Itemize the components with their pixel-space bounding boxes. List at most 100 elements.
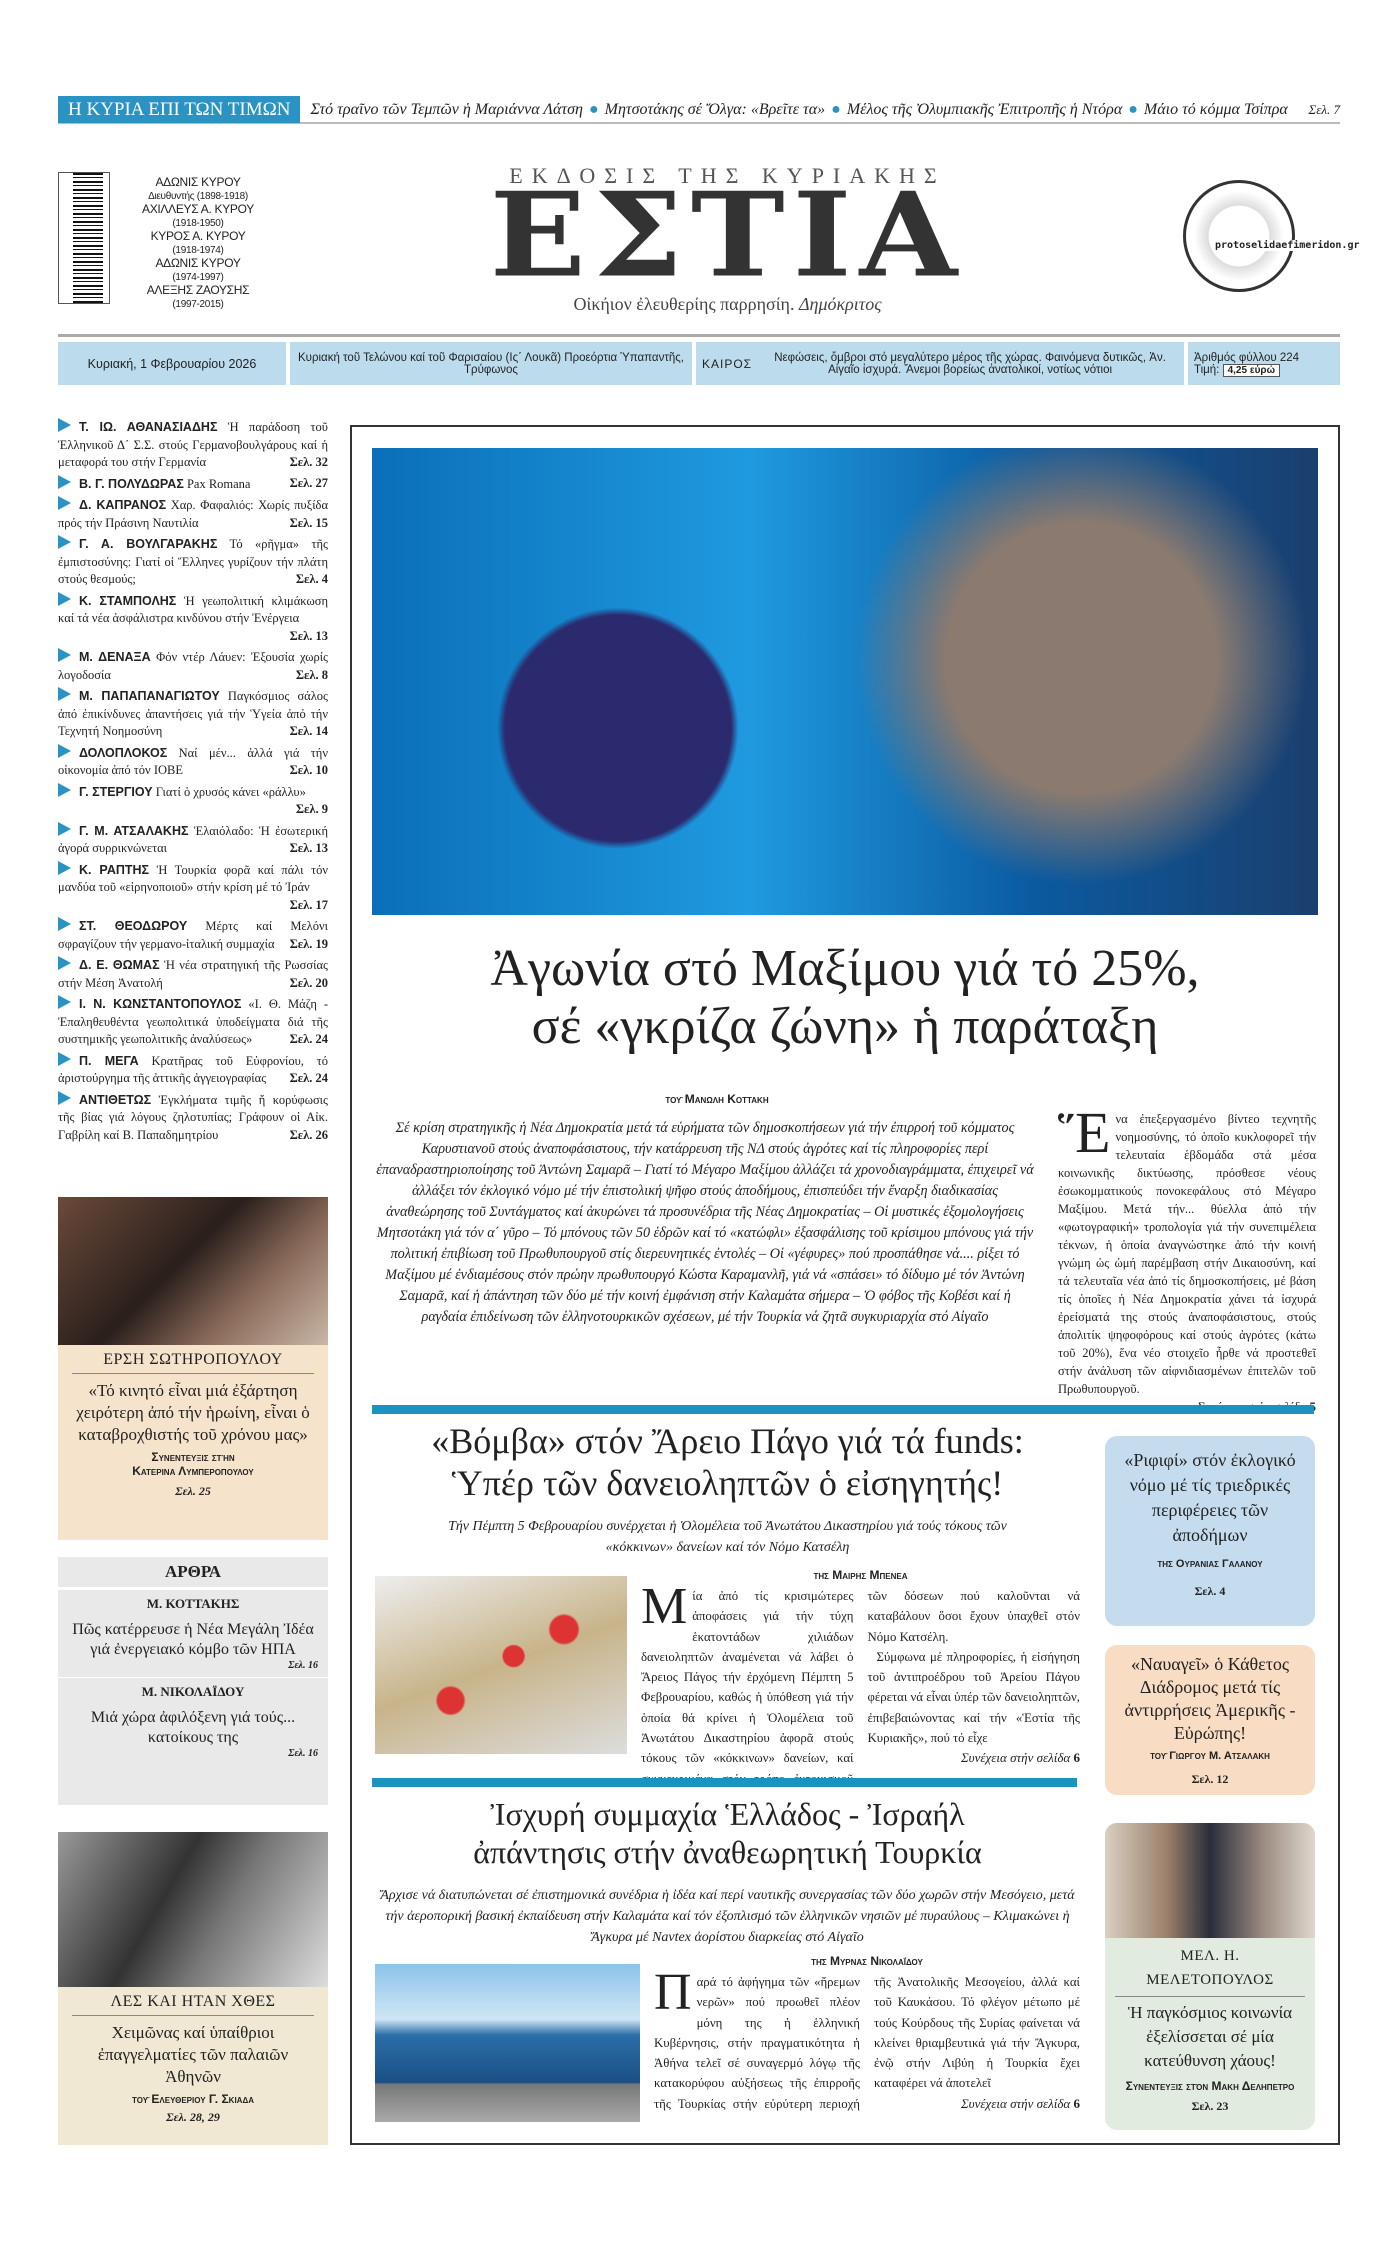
index-author: Γ. Μ. ΑΤΣΑΛΑΚΗΣ: [79, 823, 189, 838]
page-ref: Σελ. 23: [1191, 2099, 1229, 2113]
ticker-item[interactable]: Μάιο τό κόμμα Τσίπρα: [1143, 100, 1288, 118]
interview-quote: «Τό κινητό εἶναι μιά ἐξάρτηση χειρότερη …: [76, 1381, 310, 1444]
index-text: Ἡ παράδοση τοῦ Ἑλληνικοῦ Δ΄ Σ.Σ. στούς Γ…: [58, 420, 328, 469]
founder-name: ΑΧΙΛΛΕΥΣ Α. ΚΥΡΟΥ: [141, 202, 254, 216]
index-item[interactable]: Κ. ΡΑΠΤΗΣ Ἡ Τουρκία φορᾶ καί πάλι τόν μα…: [58, 860, 328, 915]
article-item[interactable]: Μ. ΝΙΚΟΛΑΪΔΟΥ Μιά χώρα ἀφιλόξενη γιά τού…: [58, 1678, 328, 1765]
funds-headline[interactable]: «Βόμβα» στόν Ἄρειο Πάγο γιά τά funds: Ὑπέ…: [431, 1421, 1024, 1503]
index-item[interactable]: Π. ΜΕΓΑ Κρατῆρας τοῦ Εὐφρονίου, τό ἀριστ…: [58, 1051, 329, 1088]
index-text: Ἡ νέα στρατηγική τῆς Ρωσσίας στήν Μέση Ἀ…: [58, 958, 328, 990]
rifi-box[interactable]: «Ριφιφί» στόν ἐκλογικό νόμο μέ τίς τριεδ…: [1105, 1436, 1315, 1626]
founder-years: (1997-2015): [172, 298, 224, 310]
feast-day: Κυριακή τοῦ Τελώνου καί τοῦ Φαρισαίου (Ι…: [290, 342, 692, 385]
interview2-photo: [1105, 1823, 1315, 1938]
continue-link[interactable]: Συνέχεια στήν σελίδα 6: [960, 1750, 1080, 1766]
page-ref: Σελ. 24: [289, 1071, 328, 1085]
motto: Οἰκήιον ἐλευθερίης παρρησίη. Δημόκριτος: [455, 294, 1000, 315]
israel-article: Ἰσχυρή συμμαχία Ἑλλάδος - Ἰσραήλ ἀπάντησι…: [375, 1795, 1080, 2122]
index-item[interactable]: ΣΤ. ΘΕΟΔΩΡΟΥ Μέρτς καί Μελόνι σφραγίζουν…: [58, 917, 328, 953]
box-title: «Ναυαγεῖ» ὁ Κάθετος Διάδρομος μετά τίς ἀ…: [1124, 1654, 1296, 1743]
lead-headline[interactable]: Ἀγωνία στό Μαξίμου γιά τό 25%, σέ «γκρίζα…: [372, 940, 1318, 1056]
seal-icon: [1183, 180, 1295, 292]
index-item[interactable]: Γ. ΣΤΕΡΓΙΟΥ Γιατί ὁ χρυσός κάνει «ράλλυ»…: [58, 782, 328, 819]
drop-cap: Ἕ: [1058, 1100, 1111, 1165]
index-item[interactable]: ΔΟΛΟΠΛΟΚΟΣ Ναί μέν... ἀλλά γιά τήν οἰκον…: [58, 743, 328, 780]
index-item[interactable]: Μ. ΠΑΠΑΠΑΝΑΓΙΩΤΟΥ Παγκόσμιος σάλος ἀπό ἐ…: [58, 687, 328, 741]
page-ref: Σελ. 27: [289, 475, 328, 490]
play-arrow-icon: [58, 687, 71, 701]
page-ref: Σελ. 16: [288, 1660, 318, 1671]
play-arrow-icon: [58, 917, 71, 931]
index-text: Ἐλαιόλαδο: Ἡ ἐσωτερική ἀγορά συρρικνώνετ…: [58, 823, 328, 856]
interviewee-name: ΜΕΛ. Η. ΜΕΛΕΤΟΠΟΥΛΟΣ: [1115, 1938, 1305, 1997]
body-text: να ἐπεξεργασμένο βίντεο τεχνητῆς νοημοσύ…: [1058, 1112, 1316, 1396]
history-box[interactable]: ΛΕΣ ΚΑΙ ΗΤΑΝ ΧΘΕΣ Χειμῶνας καί ὑπαίθριοι…: [58, 1832, 328, 2145]
navy-photo: [375, 1964, 640, 2122]
index-author: ΔΟΛΟΠΛΟΚΟΣ: [79, 745, 168, 760]
interview-byline: Συνεντευξις στήν: [151, 1450, 235, 1464]
funds-photo: [375, 1576, 627, 1754]
index-item[interactable]: Μ. ΔΕΝΑΞΑ Φόν ντέρ Λάυεν: Ἐξουσία χωρίς …: [58, 648, 328, 684]
section-divider: [372, 1405, 1314, 1414]
index-text: Τό «ρῆγμα» τῆς ἐμπιστοσύνης: Γιατί οἱ Ἕλ…: [58, 537, 328, 586]
index-author: Γ. Α. ΒΟΥΛΓΑΡΑΚΗΣ: [79, 537, 218, 551]
play-arrow-icon: [58, 956, 71, 970]
lead-summary: Σέ κρίση στρατηγικῆς ἡ Νέα Δημοκρατία με…: [376, 1120, 1034, 1325]
index-author: ΣΤ. ΘΕΟΔΩΡΟΥ: [79, 919, 188, 933]
page-ref: Σελ. 24: [289, 1032, 328, 1046]
index-text: «Ι. Θ. Μάζη - Ἐπαληθευθέντα γεωπολιτικά …: [58, 997, 328, 1046]
headline-line: Ἀγωνία στό Μαξίμου γιά τό 25%,: [490, 940, 1200, 997]
box-byline: τῆς Ουρανιας Γαλανου: [1157, 1558, 1263, 1570]
page-ref: Σελ. 12: [1191, 1772, 1229, 1786]
index-item[interactable]: Β. Γ. ΠΟΛΥΔΩΡΑΣ Pax Romana Σελ. 27: [58, 474, 328, 494]
index-author: Β. Γ. ΠΟΛΥΔΩΡΑΣ: [79, 476, 184, 491]
page-ref: Σελ. 26: [289, 1127, 328, 1142]
play-arrow-icon: [58, 474, 71, 489]
founder-years: (1918-1974): [172, 244, 224, 256]
index-item[interactable]: Ι. Ν. ΚΩΝΣΤΑΝΤΟΠΟΥΛΟΣ «Ι. Θ. Μάζη - Ἐπαλ…: [58, 995, 328, 1049]
interview2-box[interactable]: ΜΕΛ. Η. ΜΕΛΕΤΟΠΟΥΛΟΣ Ἡ παγκόσμιος κοινων…: [1105, 1823, 1315, 2130]
page-ref: Σελ. 14: [289, 724, 328, 738]
article-author: Μ. ΝΙΚΟΛΑΪΔΟΥ: [141, 1684, 245, 1699]
play-arrow-icon: [58, 1051, 71, 1066]
index-item[interactable]: Γ. Μ. ΑΤΣΑΛΑΚΗΣ Ἐλαιόλαδο: Ἡ ἐσωτερική ἀ…: [58, 821, 328, 858]
ticker-item[interactable]: Μέλος τῆς Ὀλυμπιακῆς Ἐπιτροπῆς ἡ Ντόρα: [846, 100, 1123, 118]
page-ref: Σελ. 9: [295, 802, 328, 816]
page-ref: Σελ. 13: [289, 628, 328, 643]
ticker-item[interactable]: Μητσοτάκης σέ Ὄλγα: «Βρεῖτε τα»: [604, 100, 826, 118]
play-arrow-icon: [58, 496, 71, 510]
ticker-item[interactable]: Στό τραῖνο τῶν Τεμπῶν ἡ Μαριάννα Λάτση: [310, 100, 583, 118]
index-item[interactable]: Τ. ΙΩ. ΑΘΑΝΑΣΙΑΔΗΣ Ἡ παράδοση τοῦ Ἑλληνι…: [58, 418, 328, 472]
index-text: Παγκόσμιος σάλος ἀπό ἐπικίνδυνες ἀπαντήσ…: [58, 689, 328, 738]
index-item[interactable]: ΑΝΤΙΘΕΤΩΣ Ἐγκλήματα τιμῆς ἤ κορύφωσις τῆ…: [58, 1090, 328, 1145]
index-item[interactable]: Δ. ΚΑΠΡΑΝΟΣ Χαρ. Φαφαλιός: Χωρίς πυξίδα …: [58, 496, 328, 532]
continue-link[interactable]: Συνέχεια στήν σελίδα 6: [960, 2095, 1080, 2111]
founder-name: ΑΔΩΝΙΣ ΚΥΡΟΥ: [155, 256, 241, 270]
navagei-box[interactable]: «Ναυαγεῖ» ὁ Κάθετος Διάδρομος μετά τίς ἀ…: [1105, 1645, 1315, 1795]
index-item[interactable]: Γ. Α. ΒΟΥΛΓΑΡΑΚΗΣ Τό «ρῆγμα» τῆς ἐμπιστο…: [58, 535, 328, 589]
article-author: Μ. ΚΟΤΤΑΚΗΣ: [146, 1596, 240, 1611]
index-item[interactable]: Δ. Ε. ΘΩΜΑΣ Ἡ νέα στρατηγική τῆς Ρωσσίας…: [58, 956, 328, 992]
ticker-label: Η ΚΥΡΙΑ ΕΠΙ ΤΩΝ ΤΙΜΩΝ: [58, 96, 301, 123]
index-text: Χαρ. Φαφαλιός: Χωρίς πυξίδα πρός τήν Πρά…: [58, 498, 328, 530]
page-ref: Σελ. 10: [289, 763, 328, 777]
index-text: Φόν ντέρ Λάυεν: Ἐξουσία χωρίς λογοδοσία: [58, 650, 329, 682]
article-item[interactable]: Μ. ΚΟΤΤΑΚΗΣ Πῶς κατέρρευσε ἡ Νέα Μεγάλη …: [58, 1590, 328, 1678]
index-text: Κρατῆρας τοῦ Εὐφρονίου, τό ἀριστούργημα …: [58, 1053, 329, 1086]
hero-image: [372, 448, 1318, 915]
interviewee-name: ΕΡΣΗ ΣΩΤΗΡΟΠΟΥΛΟΥ: [72, 1345, 314, 1374]
israel-headline[interactable]: Ἰσχυρή συμμαχία Ἑλλάδος - Ἰσραήλ ἀπάντησι…: [473, 1796, 982, 1870]
israel-byline: τῆς Μυρνας Νικολαΐδου: [811, 1954, 923, 1968]
index-item[interactable]: Κ. ΣΤΑΜΠΟΛΗΣ Ἡ γεωπολιτική κλιμάκωση καί…: [58, 591, 328, 646]
bullet-icon: ●: [588, 100, 599, 118]
interview-box[interactable]: ΕΡΣΗ ΣΩΤΗΡΟΠΟΥΛΟΥ «Τό κινητό εἶναι μιά ἐ…: [58, 1197, 328, 1540]
founder-name: ΑΛΕΞΗΣ ΖΑΟΥΣΗΣ: [146, 283, 250, 297]
newspaper-logo[interactable]: ΕΣΤΙΑ: [489, 166, 966, 304]
page-ref: Σελ. 4: [1194, 1584, 1226, 1598]
page-ref: Σελ. 17: [289, 897, 328, 912]
main-frame: [350, 425, 1340, 2145]
index-author: Γ. ΣΤΕΡΓΙΟΥ: [79, 784, 153, 799]
ticker-page: Σελ. 7: [1308, 101, 1340, 117]
page-ref: Σελ. 15: [289, 515, 328, 530]
